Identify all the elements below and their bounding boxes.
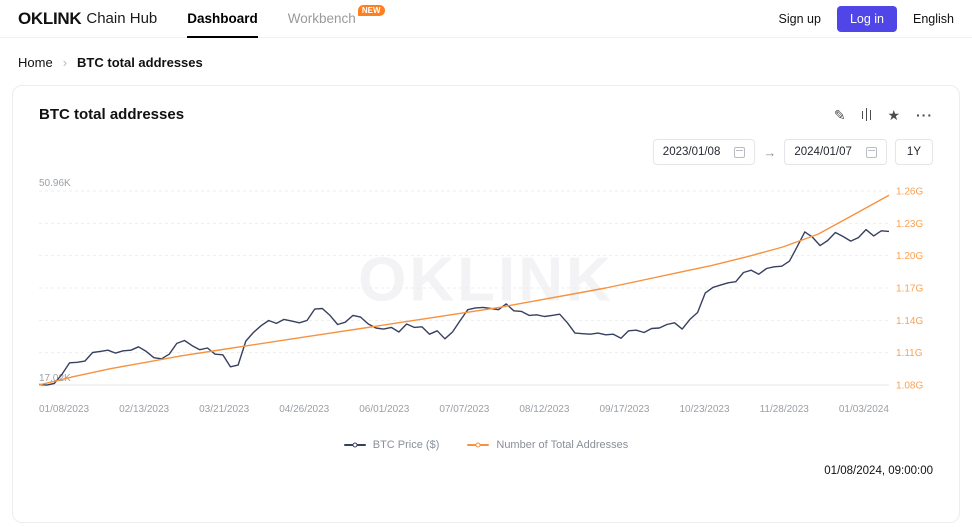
last-updated-timestamp: 01/08/2024, 09:00:00	[824, 465, 933, 477]
x-axis-label: 01/03/2024	[838, 404, 889, 415]
right-axis-label: 1.26G	[896, 187, 923, 198]
legend-label: Number of Total Addresses	[496, 439, 629, 451]
page-title: BTC total addresses	[39, 106, 185, 123]
x-axis-labels: 01/08/2023 02/13/2023 03/21/2023 04/26/2023…	[39, 404, 889, 415]
card-toolbar: ✎ ★ ···	[834, 108, 933, 122]
breadcrumb-current: BTC total addresses	[77, 55, 203, 70]
line-chart[interactable]: 1.26G 1.23G 1.20G 1.17G 1.14G 1.11G 1.08G 50.96…	[39, 179, 933, 399]
x-axis-label: 09/17/2023	[599, 404, 650, 415]
chevron-right-icon: ›	[62, 55, 68, 70]
more-icon[interactable]: ···	[916, 106, 933, 123]
breadcrumb: Home › BTC total addresses	[0, 38, 972, 83]
compare-icon[interactable]	[861, 108, 872, 122]
date-to-input[interactable]: 2024/01/07	[784, 139, 887, 165]
date-from-input[interactable]: 2023/01/08	[652, 139, 756, 165]
right-axis-label: 1.17G	[896, 284, 923, 295]
chart-card: BTC total addresses ✎ ★ ··· 2023/01/08 →…	[12, 85, 960, 523]
breadcrumb-home[interactable]: Home	[18, 55, 53, 70]
language-selector[interactable]: English	[913, 11, 954, 26]
left-axis-label: 50.96K	[39, 179, 71, 189]
x-axis-label: 04/26/2023	[279, 404, 330, 415]
right-axis-label: 1.20G	[896, 251, 923, 262]
date-to-value: 2024/01/07	[794, 146, 852, 158]
tab-dashboard[interactable]: Dashboard	[187, 0, 258, 38]
calendar-icon	[865, 146, 877, 158]
x-axis-label: 06/01/2023	[359, 404, 410, 415]
star-icon[interactable]: ★	[887, 106, 900, 123]
edit-icon[interactable]: ✎	[833, 106, 846, 123]
right-axis-label: 1.14G	[896, 316, 923, 327]
product-name: Chain Hub	[86, 10, 158, 27]
calendar-icon	[734, 146, 746, 158]
signup-link[interactable]: Sign up	[778, 11, 821, 26]
left-axis-label: 17.02K	[39, 373, 71, 384]
x-axis-label: 07/07/2023	[439, 404, 490, 415]
tab-workbench-label: Workbench	[287, 11, 356, 26]
x-axis-label: 01/08/2023	[39, 404, 90, 415]
top-bar: OKLINK Chain Hub Dashboard Workbench NEW…	[0, 0, 972, 38]
new-badge: NEW	[357, 5, 385, 16]
main-nav: Dashboard Workbench NEW	[187, 0, 385, 38]
range-1y-button[interactable]: 1Y	[894, 139, 933, 165]
chart-legend: BTC Price ($) Number of Total Addresses	[39, 439, 933, 451]
arrow-right-icon: →	[763, 144, 777, 160]
legend-item[interactable]: Number of Total Addresses	[467, 439, 628, 451]
x-axis-label: 10/23/2023	[679, 404, 730, 415]
right-axis-label: 1.11G	[896, 348, 923, 359]
tab-workbench[interactable]: Workbench NEW	[288, 0, 385, 38]
x-axis-label: 11/28/2023	[759, 404, 809, 415]
series-btc-price	[39, 228, 890, 386]
x-axis-label: 02/13/2023	[119, 404, 170, 415]
series-total-addresses	[39, 194, 890, 386]
tab-dashboard-label: Dashboard	[187, 11, 258, 26]
oklink-logo[interactable]: OKLINK	[18, 8, 82, 28]
right-axis-label: 1.23G	[896, 219, 923, 230]
x-axis-label: 08/12/2023	[519, 404, 570, 415]
legend-marker-icon	[467, 442, 490, 448]
right-axis-label: 1.08G	[896, 381, 923, 392]
date-controls: 2023/01/08 → 2024/01/07 1Y	[39, 139, 933, 165]
date-from-value: 2023/01/08	[662, 146, 721, 158]
legend-label: BTC Price ($)	[372, 439, 440, 451]
login-button[interactable]: Log in	[836, 5, 897, 32]
card-header: BTC total addresses ✎ ★ ···	[39, 106, 933, 123]
legend-item[interactable]: BTC Price ($)	[343, 439, 440, 451]
top-right-actions: Sign up Log in English	[778, 5, 954, 32]
legend-marker-icon	[343, 442, 366, 448]
chart-area: OKLINK 1.26G 1.23G 1.20G 1.17G 1.14G 1.11G 1.0…	[39, 179, 933, 415]
x-axis-label: 03/21/2023	[199, 404, 250, 415]
